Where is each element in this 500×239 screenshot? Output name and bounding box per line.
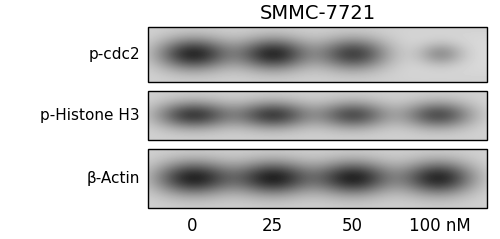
Text: p-Histone H3: p-Histone H3: [40, 108, 140, 123]
Text: p-cdc2: p-cdc2: [88, 48, 140, 62]
Bar: [148, 91, 487, 140]
Text: 50: 50: [342, 217, 363, 235]
Bar: [148, 149, 487, 208]
Text: 0: 0: [187, 217, 198, 235]
Text: 100 nM: 100 nM: [409, 217, 471, 235]
Text: β-Actin: β-Actin: [86, 171, 140, 186]
Bar: [148, 27, 487, 82]
Text: 25: 25: [262, 217, 283, 235]
Text: SMMC-7721: SMMC-7721: [260, 4, 376, 23]
